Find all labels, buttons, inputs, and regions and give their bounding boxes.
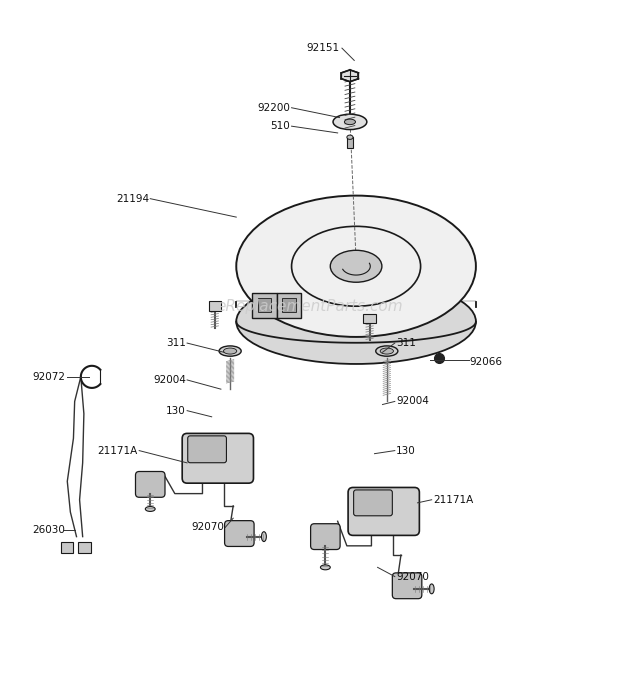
Text: 130: 130 [396,445,416,456]
Ellipse shape [344,119,355,124]
FancyBboxPatch shape [224,521,254,547]
Text: 92070: 92070 [396,572,429,581]
Text: 21171A: 21171A [433,495,473,505]
Bar [277,293,301,318]
FancyBboxPatch shape [353,490,392,516]
Ellipse shape [333,114,367,130]
Text: 92151: 92151 [306,43,340,53]
Ellipse shape [429,584,434,594]
Bar [258,299,271,311]
Ellipse shape [291,226,420,306]
Text: 130: 130 [166,406,186,415]
FancyBboxPatch shape [136,471,165,497]
Ellipse shape [145,507,155,511]
FancyBboxPatch shape [188,436,226,462]
Ellipse shape [330,250,382,282]
Text: 92066: 92066 [470,356,503,367]
Text: 311: 311 [396,338,416,348]
Bar [252,293,277,318]
FancyBboxPatch shape [348,488,419,535]
Ellipse shape [262,532,267,541]
Text: 92004: 92004 [396,396,429,407]
Bar [78,541,91,553]
Text: 92072: 92072 [32,372,65,382]
Bar [347,137,353,148]
Ellipse shape [347,135,353,139]
Ellipse shape [376,346,398,356]
Ellipse shape [380,348,394,354]
Ellipse shape [236,279,476,364]
Text: 26030: 26030 [32,526,65,535]
Text: 21171A: 21171A [98,445,138,456]
Text: 510: 510 [270,121,290,131]
Bar [282,299,296,311]
Text: 92070: 92070 [191,522,224,532]
Ellipse shape [223,348,237,354]
Text: 311: 311 [166,338,186,348]
FancyBboxPatch shape [392,573,422,598]
Polygon shape [236,301,476,302]
Text: 92004: 92004 [153,375,186,385]
Text: 21194: 21194 [116,194,149,204]
Ellipse shape [236,196,476,337]
Polygon shape [342,70,358,82]
Bar [208,301,221,311]
FancyBboxPatch shape [182,433,254,483]
Bar [61,541,73,553]
Text: eReplacementParts.com: eReplacementParts.com [216,299,404,313]
Text: 92200: 92200 [257,103,290,113]
FancyBboxPatch shape [311,524,340,549]
Bar [363,313,376,323]
Ellipse shape [219,346,241,356]
Ellipse shape [321,565,330,570]
